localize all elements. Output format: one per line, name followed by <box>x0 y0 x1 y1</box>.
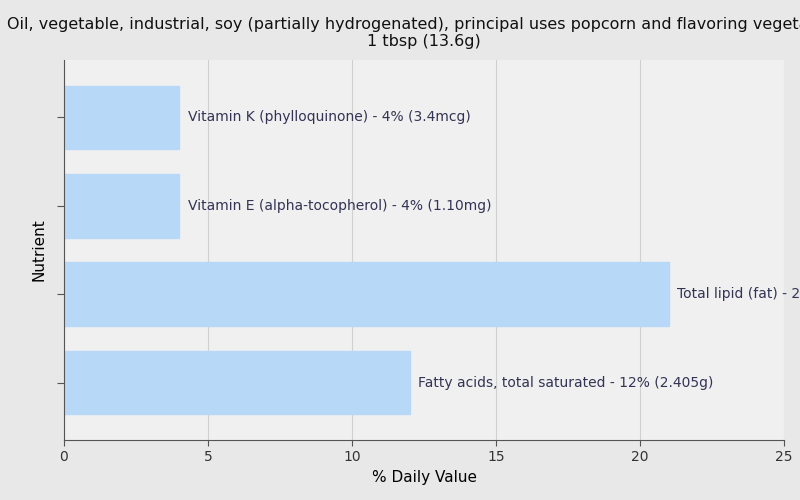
Text: Vitamin E (alpha-tocopherol) - 4% (1.10mg): Vitamin E (alpha-tocopherol) - 4% (1.10m… <box>188 199 491 213</box>
Bar <box>64 262 669 326</box>
Text: Total lipid (fat) - 21% (13.60g): Total lipid (fat) - 21% (13.60g) <box>678 287 800 301</box>
Text: Fatty acids, total saturated - 12% (2.405g): Fatty acids, total saturated - 12% (2.40… <box>418 376 714 390</box>
Title: Oil, vegetable, industrial, soy (partially hydrogenated), principal uses popcorn: Oil, vegetable, industrial, soy (partial… <box>7 16 800 49</box>
Y-axis label: Nutrient: Nutrient <box>32 218 46 282</box>
X-axis label: % Daily Value: % Daily Value <box>371 470 477 485</box>
Bar <box>64 86 179 150</box>
Bar <box>64 174 179 238</box>
Bar <box>64 350 410 414</box>
Text: Vitamin K (phylloquinone) - 4% (3.4mcg): Vitamin K (phylloquinone) - 4% (3.4mcg) <box>188 110 470 124</box>
